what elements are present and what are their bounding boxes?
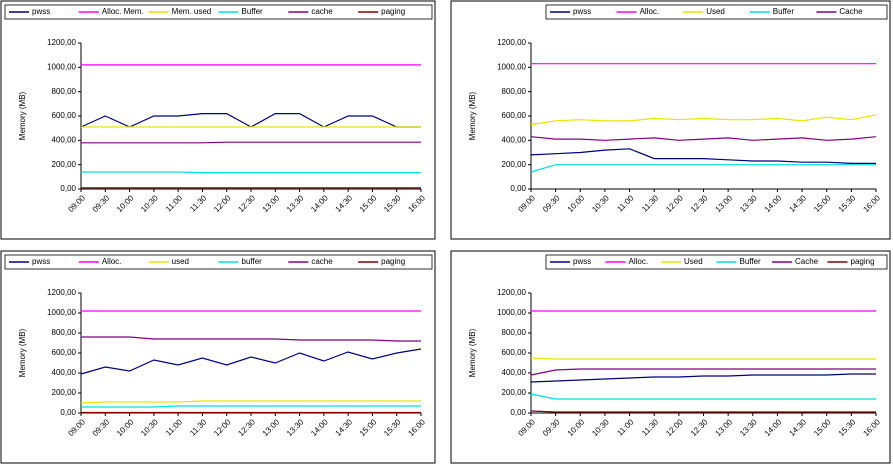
y-tick-label: 600,00 [502, 348, 527, 357]
y-tick-label: 600,00 [52, 348, 77, 357]
y-tick-label: 0,00 [60, 184, 76, 193]
series-line [530, 164, 876, 173]
panel [0, 0, 436, 240]
y-tick-label: 1000,00 [497, 62, 526, 71]
series-line [530, 393, 876, 400]
series-line [530, 368, 876, 376]
y-tick-label: 400,00 [52, 135, 77, 144]
series-line [81, 405, 421, 408]
legend-label: Cache [839, 7, 863, 16]
legend-label: Alloc. Mem. [102, 7, 144, 16]
y-tick-label: 1000,00 [47, 308, 76, 317]
series-line [81, 171, 421, 174]
y-tick-label: 800,00 [52, 87, 77, 96]
y-tick-label: 800,00 [502, 328, 527, 337]
legend-label: Mem. used [172, 7, 212, 16]
y-axis-label: Memory (MB) [468, 91, 477, 140]
y-tick-label: 600,00 [52, 111, 77, 120]
legend-label: cache [311, 7, 333, 16]
legend-label: pwss [573, 7, 591, 16]
y-tick-label: 200,00 [52, 160, 77, 169]
legend-label: Alloc. [102, 257, 122, 266]
series-line [530, 148, 876, 164]
y-tick-label: 400,00 [502, 135, 527, 144]
legend-label: Alloc. [640, 7, 660, 16]
series-line [530, 136, 877, 141]
y-tick-label: 0,00 [510, 408, 526, 417]
legend-label: Buffer [242, 7, 264, 16]
y-axis-label: Memory (MB) [18, 91, 27, 140]
legend-label: paging [851, 257, 875, 266]
legend-label: Buffer [773, 7, 795, 16]
legend-label: paging [381, 257, 405, 266]
series-line [530, 114, 877, 126]
series-line [81, 141, 421, 144]
y-tick-label: 1200,00 [497, 288, 526, 297]
legend-label: used [172, 257, 189, 266]
legend-label: pwss [32, 257, 50, 266]
y-tick-label: 1200,00 [47, 38, 76, 47]
legend-label: buffer [242, 257, 263, 266]
legend [545, 4, 888, 20]
series-line [80, 348, 422, 375]
y-tick-label: 400,00 [52, 368, 77, 377]
legend-label: Buffer [740, 257, 762, 266]
y-axis-label: Memory (MB) [18, 328, 27, 377]
y-tick-label: 400,00 [502, 368, 527, 377]
y-tick-label: 0,00 [60, 408, 76, 417]
y-tick-label: 200,00 [502, 160, 527, 169]
series-line [81, 336, 421, 342]
y-tick-label: 1000,00 [497, 308, 526, 317]
y-tick-label: 600,00 [502, 111, 527, 120]
legend-label: pwss [573, 257, 591, 266]
y-tick-label: 200,00 [52, 388, 77, 397]
legend-label: Used [684, 257, 703, 266]
legend-label: pwss [32, 7, 50, 16]
series-line [530, 410, 876, 413]
y-tick-label: 800,00 [502, 87, 527, 96]
legend-label: cache [311, 257, 333, 266]
y-tick-label: 1000,00 [47, 62, 76, 71]
series-line [80, 400, 421, 404]
panel [450, 0, 891, 240]
legend-label: Used [706, 7, 725, 16]
series-line [530, 357, 876, 360]
legend-label: Alloc. [629, 257, 649, 266]
legend-label: Cache [795, 257, 819, 266]
legend-label: paging [381, 7, 405, 16]
y-axis-label: Memory (MB) [468, 328, 477, 377]
panel [450, 250, 891, 464]
y-tick-label: 1200,00 [47, 288, 76, 297]
y-tick-label: 200,00 [502, 388, 527, 397]
panel [0, 250, 436, 464]
y-tick-label: 800,00 [52, 328, 77, 337]
y-tick-label: 0,00 [510, 184, 526, 193]
y-tick-label: 1200,00 [497, 38, 526, 47]
series-line [530, 373, 876, 383]
